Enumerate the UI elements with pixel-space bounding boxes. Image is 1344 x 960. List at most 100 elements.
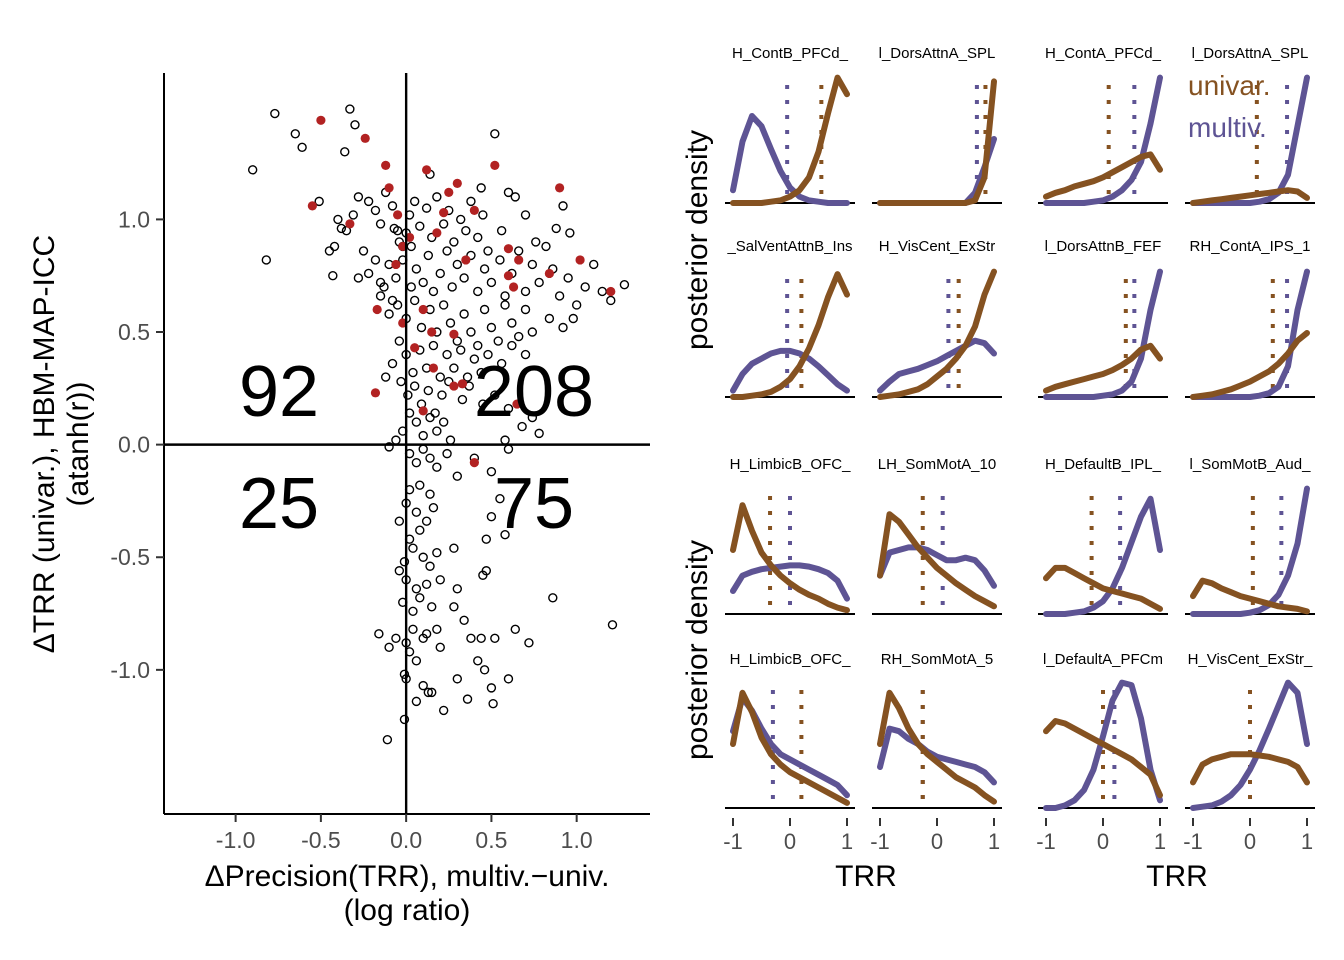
facet-x-tick-label: 0 (1097, 829, 1109, 854)
scatter-point-highlight (307, 201, 317, 211)
scatter-point (459, 273, 469, 283)
facet-y-title-top: posterior density (681, 130, 714, 350)
scatter-point (428, 502, 439, 513)
scatter-point (490, 633, 500, 644)
scatter-point (375, 219, 386, 229)
scatter-point (421, 516, 432, 526)
multiv-density-curve (730, 562, 850, 602)
scatter-point (534, 428, 544, 439)
x-tick-label: 1.0 (561, 827, 593, 853)
scatter-point (399, 669, 410, 680)
scatter-point (415, 480, 425, 490)
scatter-point (408, 367, 418, 378)
scatter-point-highlight (555, 183, 565, 193)
scatter-point (500, 435, 510, 445)
multiv-density-curve (1190, 268, 1310, 400)
scatter-point (336, 223, 347, 234)
scatter-point (391, 435, 401, 445)
scatter-point (524, 638, 534, 648)
scatter-point (435, 268, 445, 279)
scatter-point (425, 412, 435, 423)
multiv-density-curve (877, 725, 997, 786)
scatter-point-highlight (544, 268, 554, 279)
scatter-point (457, 394, 468, 405)
scatter-point (370, 205, 381, 216)
scatter-point-highlight (370, 388, 381, 398)
facet-x-tick-label: 1 (841, 829, 853, 854)
scatter-point (430, 408, 440, 418)
scatter-point (411, 417, 422, 427)
scatter-point (597, 286, 607, 297)
scatter-point (421, 203, 432, 213)
scatter-point (428, 340, 439, 351)
univar-density-curve (877, 511, 997, 610)
univar-density-curve (1190, 330, 1310, 400)
count-lower-left: 25 (239, 464, 319, 544)
scatter-point (500, 291, 510, 301)
scatter-point (456, 214, 466, 225)
scatter-point (379, 282, 389, 292)
univar-density-curve (1190, 577, 1310, 615)
scatter-point-highlight (393, 210, 403, 220)
scatter-point-highlight (575, 255, 585, 265)
scatter-point (415, 525, 425, 535)
facet-x-tick-label: 0 (931, 829, 943, 854)
scatter-point-highlight (410, 343, 420, 353)
scatter-point-highlight (449, 381, 459, 391)
scatter-point (406, 282, 416, 292)
scatter-point (416, 322, 427, 333)
scatter-point (394, 336, 405, 346)
scatter-point (520, 304, 531, 315)
scatter-point (374, 629, 384, 639)
facet-title: l_DorsAttnB_FEF (1045, 238, 1162, 255)
scatter-point (432, 426, 442, 436)
y-ticks: -1.0 -0.5 0.0 0.5 1.0 (110, 206, 164, 683)
univar-density-curve (877, 268, 997, 400)
multiv-density-curve (1043, 679, 1163, 811)
scatter-point (447, 282, 457, 292)
scatter-point (568, 313, 578, 324)
scatter-point (481, 534, 491, 544)
scatter-point (411, 584, 422, 594)
scatter-point (476, 633, 486, 644)
scatter-point-highlight (514, 255, 524, 265)
scatter-point-highlight (428, 363, 439, 373)
scatter-point (513, 331, 524, 342)
scatter-point (297, 142, 307, 153)
univar-density-curve (1043, 151, 1163, 200)
facet-panel: H_LimbicB_OFC_ -1 0 1 (723, 651, 855, 854)
scatter-point (421, 579, 432, 589)
scatter-point (462, 694, 473, 704)
scatter-point (432, 624, 442, 635)
scatter-point (483, 246, 493, 256)
multiv-density-curve (1043, 74, 1163, 206)
count-lower-right: 75 (494, 464, 574, 544)
facet-panel: l_DorsAttnA_SPL (872, 45, 1002, 206)
facet-title: H_VisCent_ExStr (879, 238, 995, 255)
facet-x-tick-label: 1 (1154, 829, 1166, 854)
scatter-point-highlight (384, 183, 394, 193)
scatter-point (348, 210, 358, 220)
facet-x-tick-label: 0 (784, 829, 796, 854)
scatter-point (384, 309, 394, 319)
scatter-point-highlight (372, 304, 382, 315)
y-tick-label: 0.0 (118, 432, 150, 458)
facet-panel: l_DorsAttnA_SPL (1185, 45, 1315, 206)
scatter-point (328, 271, 338, 281)
facet-x-tick-label: -1 (870, 829, 890, 854)
univar-density-curve (730, 74, 850, 206)
scatter-point (479, 304, 490, 315)
facet-panel: H_DefaultB_IPL_ (1038, 456, 1168, 617)
scatter-point (415, 221, 425, 231)
scatter-point-highlight (444, 187, 454, 197)
scatter-point (486, 511, 497, 522)
scatter-point-highlight (461, 255, 471, 265)
scatter-point-highlight (418, 304, 428, 315)
scatter-point (387, 201, 398, 211)
scatter-point (353, 273, 364, 283)
univar-density-curve (730, 271, 850, 400)
scatter-point (432, 548, 442, 558)
scatter-point (435, 642, 445, 653)
scatter-point (607, 620, 618, 630)
scatter-point (473, 286, 483, 297)
